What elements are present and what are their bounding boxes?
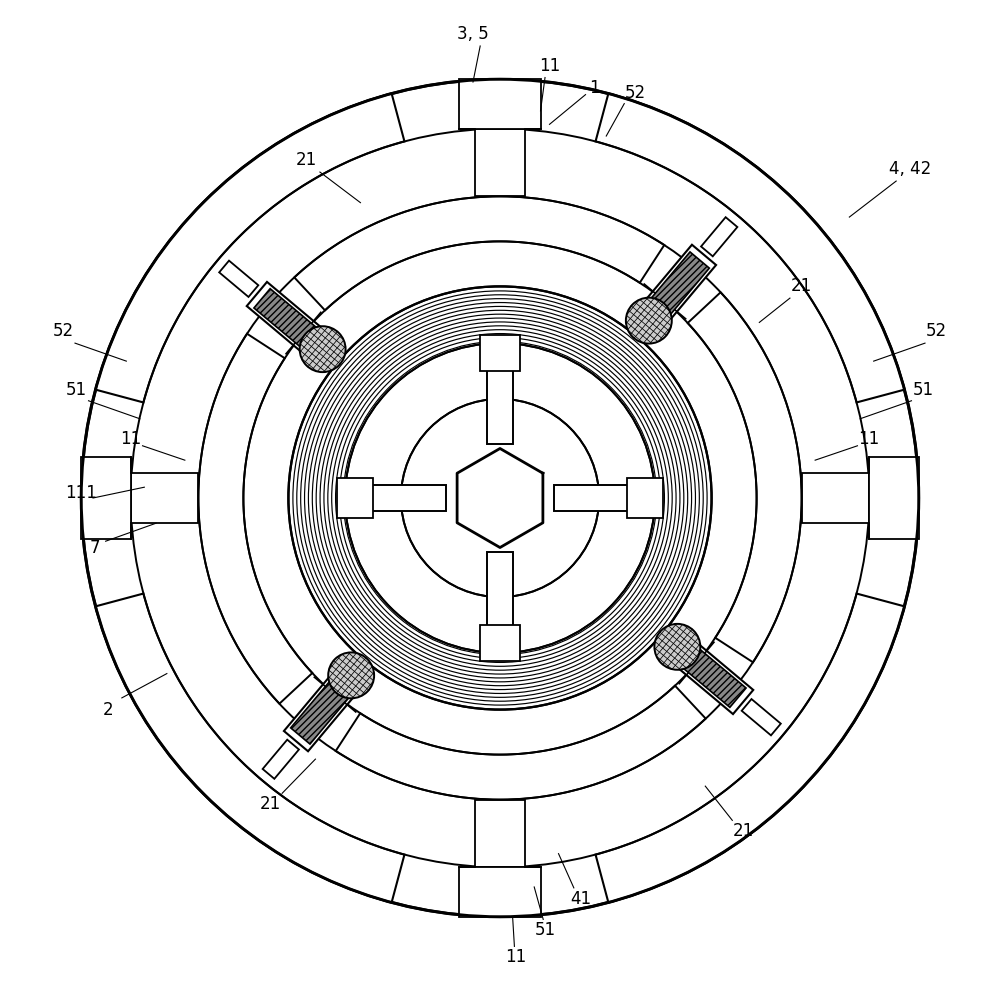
Polygon shape: [682, 647, 746, 707]
Text: 1: 1: [589, 80, 600, 98]
Text: 7: 7: [90, 539, 100, 557]
Polygon shape: [336, 685, 706, 800]
Polygon shape: [459, 868, 541, 916]
Circle shape: [626, 298, 672, 344]
Text: 21: 21: [260, 795, 281, 813]
Polygon shape: [674, 640, 753, 714]
Text: 21: 21: [296, 151, 317, 169]
Text: 41: 41: [570, 889, 592, 907]
Polygon shape: [198, 334, 312, 704]
Polygon shape: [802, 473, 869, 523]
Polygon shape: [459, 80, 541, 128]
Polygon shape: [475, 800, 525, 868]
Polygon shape: [96, 94, 404, 402]
Polygon shape: [457, 448, 543, 548]
Circle shape: [328, 652, 374, 698]
Polygon shape: [627, 478, 663, 518]
Text: 4, 42: 4, 42: [889, 160, 931, 178]
Polygon shape: [475, 128, 525, 196]
Polygon shape: [742, 699, 781, 735]
Text: 51: 51: [534, 921, 556, 939]
Circle shape: [345, 344, 655, 652]
Polygon shape: [869, 457, 919, 539]
Polygon shape: [650, 252, 709, 317]
Text: 52: 52: [53, 323, 74, 341]
Polygon shape: [358, 485, 446, 511]
Text: 52: 52: [926, 323, 947, 341]
Polygon shape: [554, 485, 642, 511]
Polygon shape: [596, 94, 904, 402]
Polygon shape: [480, 336, 520, 371]
Text: 11: 11: [506, 948, 527, 966]
Polygon shape: [487, 356, 513, 443]
Text: 52: 52: [624, 84, 646, 102]
Polygon shape: [219, 261, 258, 297]
Text: 111: 111: [65, 484, 97, 503]
Polygon shape: [643, 245, 716, 324]
Circle shape: [81, 80, 919, 916]
Text: 51: 51: [913, 380, 934, 399]
Text: 11: 11: [859, 430, 880, 448]
Polygon shape: [701, 217, 737, 256]
Polygon shape: [254, 289, 318, 349]
Text: 11: 11: [539, 57, 560, 75]
Circle shape: [300, 327, 346, 373]
Polygon shape: [81, 457, 131, 539]
Circle shape: [288, 287, 712, 709]
Text: 21: 21: [732, 822, 754, 841]
Polygon shape: [131, 473, 198, 523]
Text: 21: 21: [791, 278, 812, 296]
Polygon shape: [337, 478, 373, 518]
Polygon shape: [291, 679, 350, 744]
Polygon shape: [596, 594, 904, 902]
Circle shape: [401, 399, 599, 597]
Polygon shape: [480, 625, 520, 660]
Text: 3, 5: 3, 5: [457, 25, 489, 43]
Text: 11: 11: [120, 430, 141, 448]
Polygon shape: [487, 553, 513, 640]
Polygon shape: [263, 740, 299, 779]
Text: 51: 51: [66, 380, 87, 399]
Polygon shape: [294, 196, 664, 311]
Polygon shape: [284, 672, 357, 751]
Circle shape: [654, 623, 700, 669]
Polygon shape: [96, 594, 404, 902]
Text: 2: 2: [103, 700, 114, 718]
Polygon shape: [688, 292, 802, 662]
Polygon shape: [247, 282, 326, 356]
